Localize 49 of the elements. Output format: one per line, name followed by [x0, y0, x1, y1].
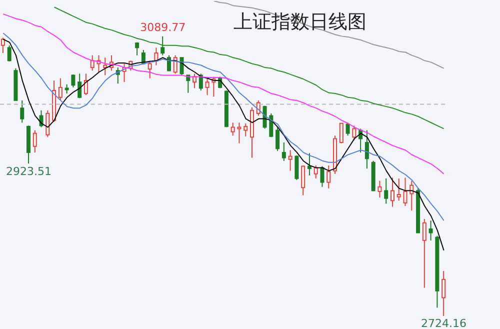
candlestick	[320, 166, 324, 188]
candlestick	[135, 42, 140, 56]
candlestick	[428, 220, 433, 241]
candlestick	[198, 73, 203, 91]
candlestick	[288, 150, 292, 172]
candlestick	[314, 164, 318, 179]
candlestick	[32, 130, 37, 153]
candlestick	[364, 130, 369, 170]
candlestick	[173, 54, 178, 74]
annotation: 2724.16	[420, 317, 468, 329]
candlestick	[20, 100, 24, 124]
candlestick	[396, 178, 401, 202]
candlestick	[90, 54, 94, 72]
candlestick	[154, 47, 158, 66]
candlestick	[103, 57, 108, 76]
candlestick	[84, 73, 88, 96]
candlestick	[301, 164, 306, 196]
candlestick	[58, 78, 62, 101]
candlestick	[384, 178, 388, 204]
candlestick	[166, 54, 171, 72]
candlestick	[403, 177, 408, 206]
candlestick	[294, 155, 299, 180]
candlestick	[186, 74, 190, 94]
candlestick	[237, 122, 242, 144]
candlestick	[422, 218, 426, 288]
candlestick	[39, 110, 44, 128]
chart-title: 上证指数日线图	[234, 11, 366, 33]
candlestick	[339, 122, 344, 144]
annotation: 3089.77	[139, 21, 187, 34]
candlestick	[148, 60, 152, 79]
candlestick	[71, 74, 76, 88]
candlestick	[46, 110, 50, 138]
candlestick	[276, 126, 280, 152]
candlestick	[390, 177, 394, 208]
candlestick	[205, 78, 210, 96]
candlestick	[160, 36, 165, 56]
annotation: 2923.51	[4, 164, 52, 178]
candlestick	[352, 125, 356, 141]
candlestick	[282, 142, 286, 162]
candlestick	[326, 164, 331, 189]
candlestick	[307, 152, 312, 176]
candlestick	[378, 180, 382, 198]
candlestick	[244, 122, 248, 137]
candlestick	[192, 73, 197, 89]
candlestick	[230, 122, 235, 136]
candlestick	[442, 270, 446, 316]
candlestick	[7, 44, 12, 62]
candlestick	[346, 122, 350, 136]
candlestick	[64, 84, 69, 94]
